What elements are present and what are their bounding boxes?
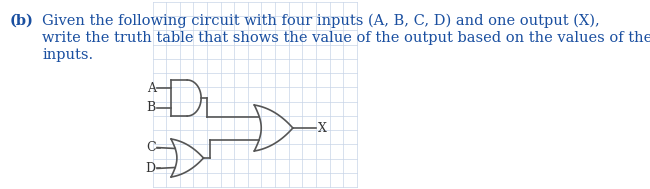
Text: A: A bbox=[147, 82, 155, 95]
Text: C: C bbox=[146, 141, 155, 154]
Text: X: X bbox=[318, 122, 327, 135]
Text: inputs.: inputs. bbox=[42, 48, 94, 62]
Text: Given the following circuit with four inputs (A, B, C, D) and one output (X),: Given the following circuit with four in… bbox=[42, 14, 600, 28]
Text: write the truth table that shows the value of the output based on the values of : write the truth table that shows the val… bbox=[42, 31, 650, 45]
Text: (b): (b) bbox=[10, 14, 34, 28]
Text: B: B bbox=[146, 101, 155, 114]
Text: D: D bbox=[146, 162, 155, 175]
